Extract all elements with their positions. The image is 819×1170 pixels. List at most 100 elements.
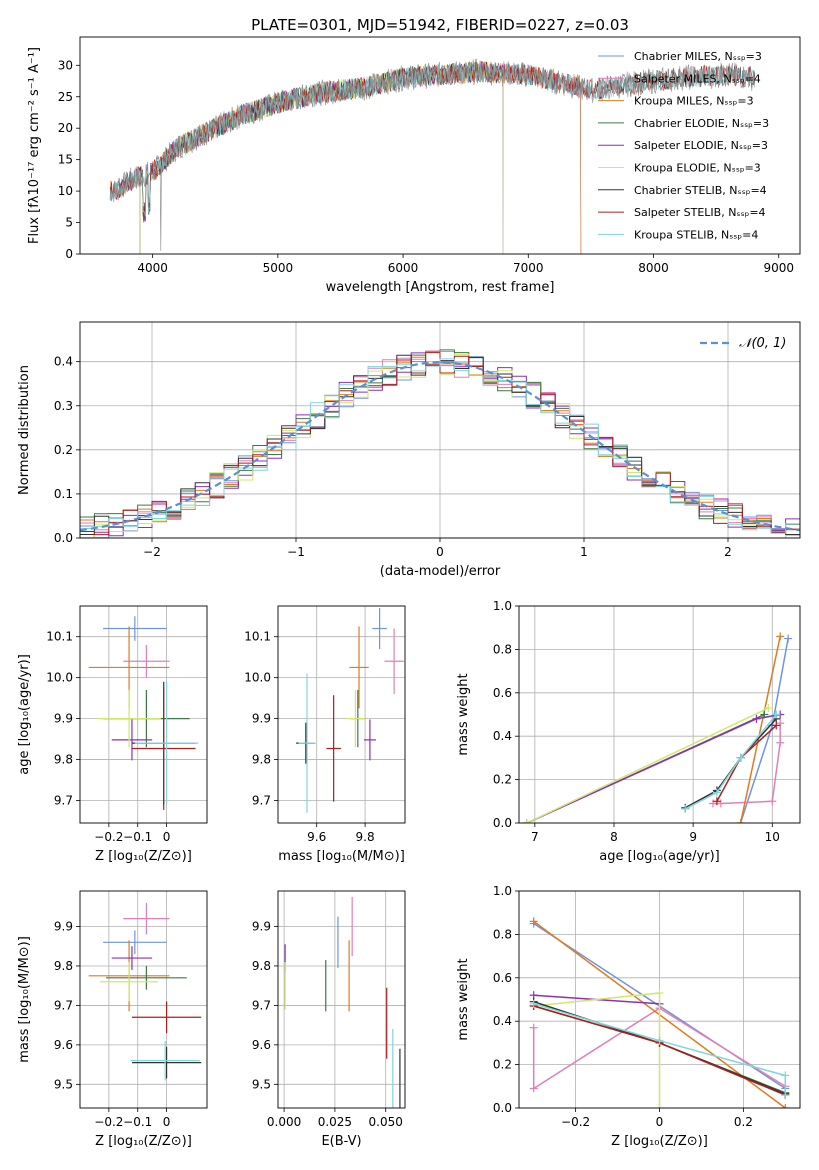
x-tick-label: 8000 [638,261,669,275]
x-tick-label: −0.1 [123,830,152,844]
x-tick-label: 9000 [763,261,794,275]
y-tick-label: 10.1 [244,630,271,644]
x-tick-label: 1 [580,545,588,559]
spectrum-panel: 4000 5000 6000 7000 8000 9000 0 5 10 15 20 25 30 wave… [27,36,801,295]
y-tick-label: 10.0 [244,671,271,685]
age-vs-metallicity-panel: −0.2 −0.1 0 9.7 9.8 9.9 10.0 10.1 Z [log₁₀(Z/Z⊙)… [17,605,208,864]
x-axis-label: wavelength [Angstrom, rest frame] [326,280,555,295]
y-tick-label: 0.2 [54,443,73,457]
x-tick-label: 6000 [388,261,419,275]
mass-vs-metallicity-panel: −0.2 −0.1 0 9.5 9.6 9.7 9.8 9.9 Z [log₁₀(Z/Z⊙)] m… [17,890,208,1149]
x-tick-label: −0.2 [94,1115,123,1129]
legend-label-kroupa-miles: Kroupa MILES, Nₛₛₚ=3 [634,95,754,108]
y-tick-label: 0.0 [493,1101,512,1115]
y-axis-label: mass weight [456,958,471,1040]
errorbar-point-kroupa-stelib [134,681,199,805]
plot-frame [79,890,208,1109]
mass-vs-extinction-panel: 0.000 0.025 0.050 9.5 9.6 9.7 9.8 9.9 E(B-V) [252,890,406,1149]
errorbar-point-kroupa-elodie [345,689,366,748]
histogram-kroupa-stelib [80,358,800,538]
x-tick-label: −2 [143,545,161,559]
errorbar-layer [296,608,404,813]
y-axis-label: mass [log₁₀(M/M⊙)] [17,936,32,1063]
y-tick-label: 0.4 [54,355,73,369]
weight-marker-kroupa-stelib [772,710,781,719]
x-tick-label: 0.025 [318,1115,352,1129]
weight-marker-salpeter-miles [529,1084,538,1093]
errorbar-point-kroupa-miles [349,626,369,709]
weight-marker-kroupa-miles [736,819,745,823]
spectrum-line-salpeter-stelib [109,61,755,217]
y-axis-label: Normed distribution [17,365,32,495]
y-tick-label: 30 [58,58,73,72]
y-tick-label: 1.0 [493,599,512,613]
x-tick-label: 0 [656,1115,664,1129]
errorbar-point-salpeter-stelib [131,687,196,810]
weight-marker-salpeter-miles [529,1023,538,1032]
y-tick-label: 9.7 [54,793,73,807]
x-tick-label: 9.6 [307,830,326,844]
errorbar-point-salpeter-miles [384,628,404,695]
x-tick-label: −0.1 [123,1115,152,1129]
mass-weight-vs-age-panel: 7 8 9 10 0.0 0.2 0.4 0.6 0.8 1.0 age [log₁₀(age/yr… [456,599,801,864]
errorbar-point-kroupa-elodie [100,962,158,1002]
weight-line-kroupa-elodie [533,992,661,1108]
weight-line-chabrier-miles [739,638,789,823]
x-tick-label: 0.2 [734,1115,753,1129]
plot-frame [79,36,801,255]
observed-spectrum-line [109,58,756,251]
weight-marker-kroupa-stelib [781,1071,790,1080]
y-tick-label: 0.8 [493,927,512,941]
y-tick-label: 9.6 [54,1038,73,1052]
errorbar-point-salpeter-elodie [111,946,153,970]
normal-reference-curve [80,360,800,532]
weight-marker-salpeter-miles [708,799,717,808]
age-vs-mass-panel: 9.6 9.8 9.7 9.8 9.9 10.0 10.1 mass [log₁₀(M/M⊙)… [244,605,406,864]
x-axis-label: E(B-V) [321,1134,361,1149]
weight-line-salpeter-stelib [716,724,777,802]
x-tick-label: 0 [163,1115,171,1129]
y-tick-label: 0.1 [54,487,73,501]
x-tick-label: 8 [610,830,618,844]
weight-marker-kroupa-stelib [529,999,538,1008]
errorbar-point-salpeter-elodie [111,719,153,761]
y-tick-label: 0.8 [493,642,512,656]
x-tick-label: 9.8 [356,830,375,844]
y-tick-label: 5 [65,216,73,230]
y-tick-label: 0.2 [493,1058,512,1072]
y-tick-label: 20 [58,121,73,135]
x-tick-label: 0 [436,545,444,559]
x-tick-label: 0.050 [369,1115,403,1129]
weight-line-salpeter-elodie [526,713,781,823]
y-axis-label: mass weight [456,673,471,755]
x-tick-label: 10 [765,830,780,844]
legend-label-salpeter-stelib: Salpeter STELIB, Nₛₛₚ=4 [634,206,766,219]
x-tick-label: 7000 [513,261,544,275]
y-tick-label: 9.7 [252,793,271,807]
errorbar-point-salpeter-miles [123,644,170,678]
y-tick-label: 9.8 [252,753,271,767]
errorbar-point-chabrier-elodie [105,965,187,990]
errorbar-layer [284,896,401,1108]
weight-marker-salpeter-stelib [772,721,781,730]
legend-label-kroupa-elodie: Kroupa ELODIE, Nₛₛₚ=3 [634,162,761,175]
weight-marker-kroupa-stelib [655,1036,664,1045]
weight-marker-kroupa-stelib [681,804,690,813]
x-tick-label: −0.2 [94,830,123,844]
y-tick-label: 0.0 [493,816,512,830]
histogram-layer [80,349,800,538]
legend-label-chabrier-stelib: Chabrier STELIB, Nₛₛₚ=4 [634,184,767,197]
y-tick-label: 9.9 [252,712,271,726]
y-tick-label: 9.6 [252,1038,271,1052]
x-axis-label: Z [log₁₀(Z/Z⊙)] [95,849,192,864]
y-tick-label: 9.5 [252,1077,271,1091]
errorbar-point-kroupa-elodie [97,689,161,748]
x-tick-label: 0 [163,830,171,844]
mass-weight-vs-metallicity-panel: −0.2 0 0.2 0.0 0.2 0.4 0.6 0.8 1.0 Z [log₁₀(Z/Z⊙)… [456,884,801,1149]
y-axis-label: age [log₁₀(age/yr)] [17,654,32,775]
legend-label-salpeter-miles: Salpeter MILES, Nₛₛₚ=4 [634,72,761,85]
weight-lines-layer [522,632,793,823]
errorbar-point-salpeter-elodie [363,719,376,761]
weight-marker-salpeter-miles [768,797,777,806]
y-tick-label: 9.9 [252,920,271,934]
